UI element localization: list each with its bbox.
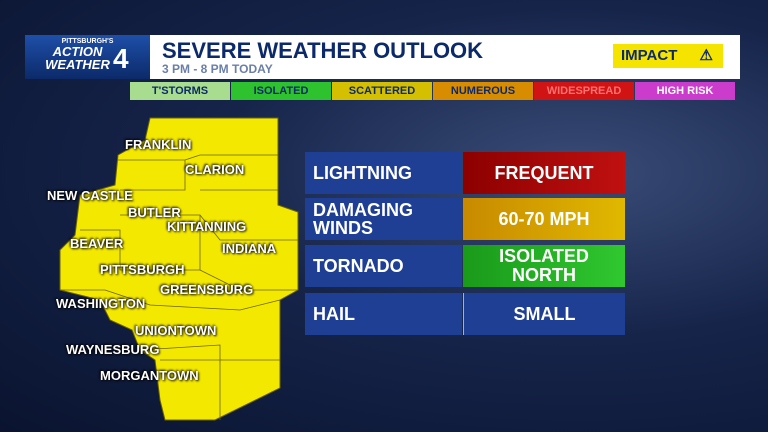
logo: PITTSBURGH'S ACTION WEATHER 4 [25, 35, 150, 79]
title: SEVERE WEATHER OUTLOOK [162, 38, 484, 63]
hazard-level: ISOLATED NORTH [463, 245, 625, 287]
badge-text: IMPACT [621, 47, 678, 64]
map-label: BUTLER [128, 205, 181, 220]
subtitle: 3 PM - 8 PM TODAY [162, 62, 273, 76]
hazard-label: DAMAGING WINDS [305, 198, 435, 240]
legend-item: ISOLATED [231, 82, 331, 100]
map-label: NEW CASTLE [47, 188, 133, 203]
hazard-level: 60-70 MPH [463, 198, 625, 240]
logo-text: ACTION [52, 44, 103, 59]
logo-text: WEATHER [45, 57, 110, 72]
legend-item: NUMEROUS [433, 82, 533, 100]
hazard-level: FREQUENT [463, 152, 625, 194]
map-label: PITTSBURGH [100, 262, 185, 277]
county-lines [60, 154, 298, 420]
warning-icon: ⚠ [699, 47, 713, 64]
legend-item: HIGH RISK [635, 82, 735, 100]
map-label: FRANKLIN [125, 137, 192, 152]
hazard-level: SMALL [463, 293, 625, 335]
hazard-label: TORNADO [305, 245, 462, 287]
logo-text: PITTSBURGH'S [61, 38, 114, 45]
logo-number: 4 [113, 43, 129, 74]
hazard-label: LIGHTNING [305, 152, 462, 194]
map-label: KITTANNING [167, 219, 247, 234]
hazard-label: HAIL [305, 293, 462, 335]
legend-item: T'STORMS [130, 82, 230, 100]
map-label: BEAVER [70, 236, 124, 251]
map-label: INDIANA [222, 241, 277, 256]
map-label: UNIONTOWN [135, 323, 217, 338]
map-label: WAYNESBURG [66, 342, 160, 357]
cell-bg [435, 198, 462, 240]
map-label: MORGANTOWN [100, 368, 199, 383]
legend-item: SCATTERED [332, 82, 432, 100]
legend-item: WIDESPREAD [534, 82, 634, 100]
map-label: CLARION [185, 162, 245, 177]
map-label: WASHINGTON [56, 296, 146, 311]
map-label: GREENSBURG [160, 282, 254, 297]
impact-badge: IMPACT ⚠ [613, 44, 723, 68]
